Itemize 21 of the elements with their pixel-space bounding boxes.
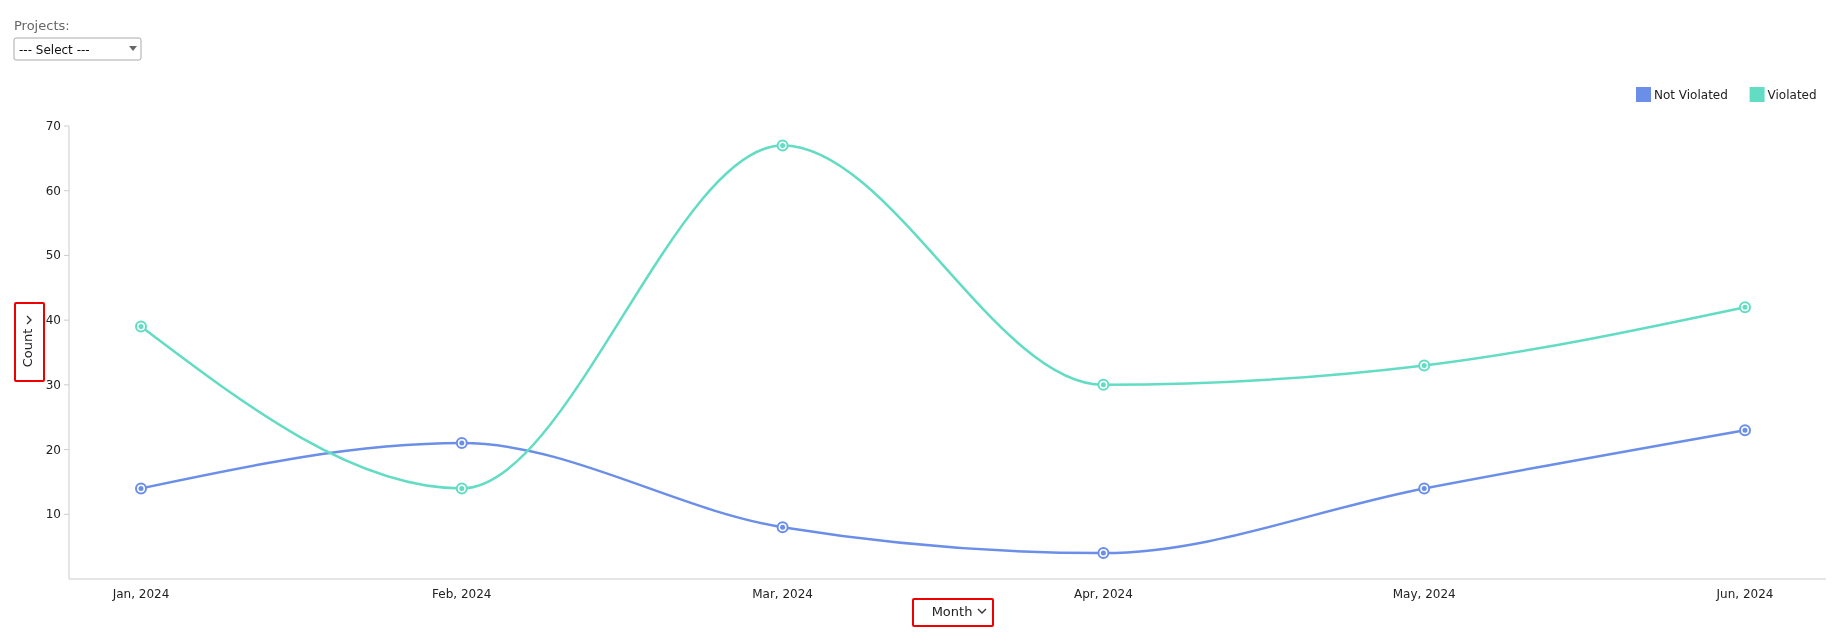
x-tick-label: Apr, 2024 [1073, 587, 1133, 601]
y-axis-title: Count [20, 328, 35, 368]
legend-label: Not Violated [1654, 88, 1728, 102]
y-tick-label: 20 [45, 442, 61, 457]
point [1739, 424, 1751, 437]
x-tick-label: May, 2024 [1392, 587, 1456, 601]
legend-label: Violated [1767, 88, 1817, 102]
x-axis-title: Month [931, 604, 973, 619]
y-tick-label: 10 [45, 507, 61, 522]
y-tick-label: 60 [45, 183, 61, 198]
x-tick-label: Mar, 2024 [752, 587, 814, 601]
x-tick-label: Feb, 2024 [432, 587, 492, 601]
point [1739, 301, 1751, 314]
x-tick-label: Jan, 2024 [111, 587, 170, 601]
text: --- Select --- [19, 43, 90, 57]
y-tick-label: 30 [45, 377, 61, 392]
y-tick-label: 40 [45, 313, 61, 328]
text: Projects: [14, 18, 70, 33]
x-tick-label: Jun, 2024 [1715, 587, 1774, 601]
y-tick-label: 70 [45, 119, 61, 133]
y-tick-label: 50 [45, 248, 61, 263]
